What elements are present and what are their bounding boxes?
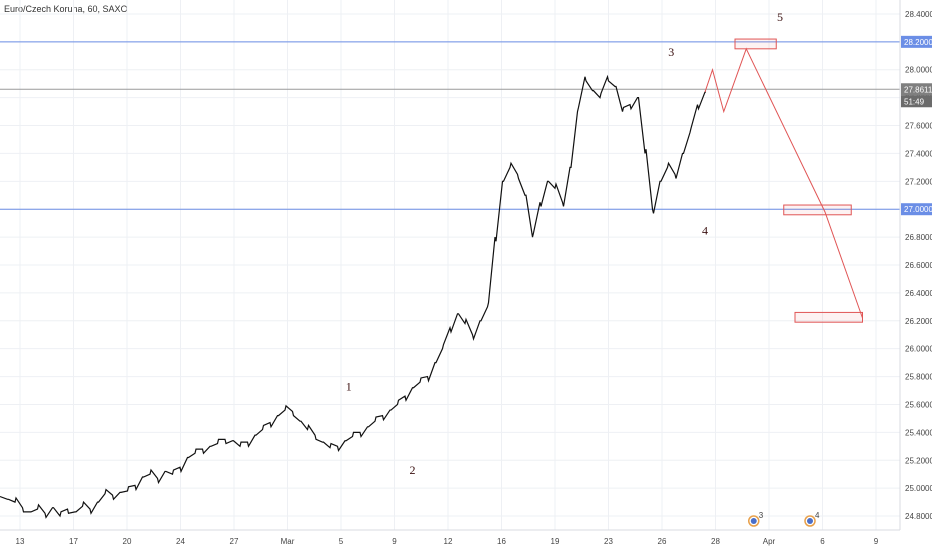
target-boxes bbox=[734, 38, 863, 323]
x-tick-label: 5 bbox=[339, 537, 344, 546]
current-price-badge-text: 27.8611 bbox=[904, 85, 932, 94]
chart-title: Euro/Czech Koruna, 60, SAXO bbox=[4, 4, 128, 14]
grid bbox=[0, 0, 900, 530]
target-box bbox=[783, 204, 852, 216]
x-axis: 13 17 20 24 27 Mar 5 9 12 16 19 23 26 28 Apr 6 9 bbox=[16, 537, 879, 546]
x-tick-label: 23 bbox=[604, 537, 613, 546]
x-tick-label: 9 bbox=[874, 537, 879, 546]
level-badge: 28.2000 bbox=[901, 35, 932, 48]
wave-label: 5 bbox=[777, 10, 783, 24]
y-tick-label: 25.8000 bbox=[905, 373, 932, 382]
wave-labels: 1 2 3 4 5 bbox=[346, 10, 783, 477]
y-tick-label: 25.4000 bbox=[905, 428, 932, 437]
x-tick-label: 17 bbox=[69, 537, 78, 546]
y-tick-label: 26.2000 bbox=[905, 317, 932, 326]
horizontal-levels bbox=[0, 41, 900, 210]
y-tick-label: 25.6000 bbox=[905, 400, 932, 409]
wave-label: 3 bbox=[668, 45, 674, 59]
y-tick-label: 27.6000 bbox=[905, 122, 932, 131]
x-tick-label: 6 bbox=[820, 537, 825, 546]
event-marker-dot bbox=[807, 518, 813, 524]
x-tick-label: 16 bbox=[497, 537, 506, 546]
wave-label: 4 bbox=[702, 223, 708, 237]
x-tick-label: 9 bbox=[392, 537, 397, 546]
x-tick-label: 13 bbox=[16, 537, 25, 546]
x-tick-label: Mar bbox=[281, 537, 295, 546]
wave-label: 1 bbox=[346, 380, 352, 394]
price-badges: 28.2000 27.0000 27.8611 51:49 bbox=[901, 35, 932, 216]
y-tick-label: 26.6000 bbox=[905, 261, 932, 270]
x-tick-label: 27 bbox=[230, 537, 239, 546]
target-box bbox=[794, 311, 863, 323]
x-tick-label: 24 bbox=[176, 537, 185, 546]
level-badge-text: 28.2000 bbox=[904, 38, 932, 47]
x-tick-label: 19 bbox=[551, 537, 560, 546]
level-badge-text: 27.0000 bbox=[904, 205, 932, 214]
x-tick-label: 20 bbox=[123, 537, 132, 546]
event-marker-count: 4 bbox=[815, 511, 820, 520]
y-tick-label: 28.0000 bbox=[905, 66, 932, 75]
level-badge: 27.0000 bbox=[901, 203, 932, 216]
y-tick-label: 25.2000 bbox=[905, 456, 932, 465]
y-tick-label: 28.4000 bbox=[905, 10, 932, 19]
y-tick-label: 25.0000 bbox=[905, 484, 932, 493]
x-tick-label: 26 bbox=[658, 537, 667, 546]
current-price-badge: 27.8611 bbox=[901, 83, 932, 96]
y-tick-label: 26.8000 bbox=[905, 233, 932, 242]
target-box bbox=[734, 38, 777, 50]
x-tick-label: 28 bbox=[711, 537, 720, 546]
x-tick-label: 12 bbox=[444, 537, 453, 546]
y-tick-label: 27.4000 bbox=[905, 149, 932, 158]
countdown-badge-text: 51:49 bbox=[904, 97, 925, 106]
projection-path bbox=[704, 47, 863, 319]
y-tick-label: 26.0000 bbox=[905, 345, 932, 354]
event-marker-count: 3 bbox=[759, 511, 764, 520]
y-tick-label: 27.2000 bbox=[905, 177, 932, 186]
y-tick-label: 24.8000 bbox=[905, 512, 932, 521]
event-marker-dot bbox=[750, 518, 757, 524]
price-series bbox=[0, 74, 706, 519]
wave-label: 2 bbox=[410, 463, 416, 477]
y-tick-label: 26.4000 bbox=[905, 289, 932, 298]
x-tick-label: Apr bbox=[763, 537, 776, 546]
countdown-badge: 51:49 bbox=[901, 95, 932, 108]
